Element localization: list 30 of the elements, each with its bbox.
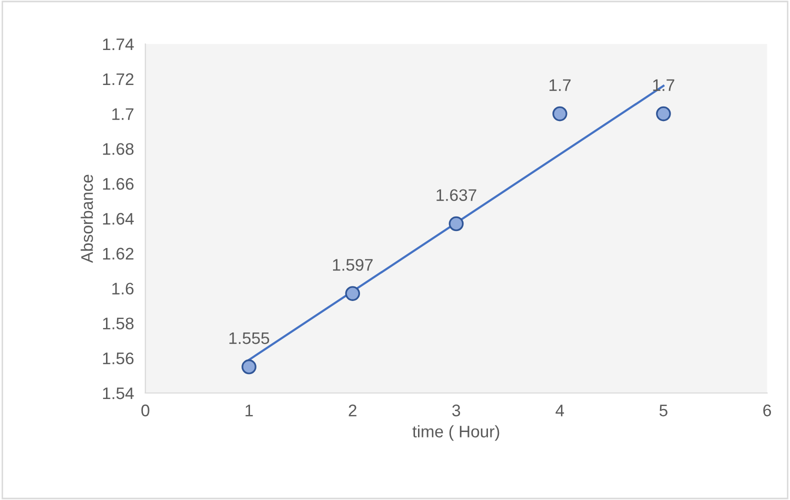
x-tick-label: 6: [763, 404, 771, 416]
y-axis-title: Absorbance: [80, 174, 93, 263]
y-tick-label: 1.62: [103, 248, 134, 260]
x-tick-label: 3: [452, 404, 460, 416]
point: [345, 286, 360, 301]
point: [552, 106, 568, 122]
point: [242, 359, 256, 374]
x-tick-label: 0: [141, 404, 150, 416]
y-tick-label: 1.7: [112, 108, 134, 120]
data-label: 1.555: [229, 332, 270, 344]
point: [448, 216, 464, 232]
data-label: 1.7: [653, 79, 674, 91]
y-tick-label: 1.68: [103, 143, 134, 155]
point: [656, 106, 671, 122]
y-tick-label: 1.74: [103, 38, 134, 50]
y-tick-label: 1.72: [103, 73, 134, 85]
y-tick-label: 1.64: [103, 212, 134, 225]
data-label: 1.637: [436, 189, 476, 201]
y-tick-label: 1.54: [103, 388, 134, 400]
y-tick-label: 1.56: [103, 352, 134, 364]
data-label: 1.7: [550, 79, 571, 91]
y-tick-label: 1.66: [103, 178, 134, 190]
x-tick-label: 5: [660, 404, 668, 416]
y-tick-label: 1.6: [112, 282, 134, 295]
x-axis-title: time ( Hour): [412, 425, 500, 441]
x-tick-label: 2: [348, 404, 356, 416]
data-label: 1.597: [333, 258, 373, 271]
y-tick-label: 1.58: [103, 318, 134, 330]
x-tick-label: 4: [556, 404, 564, 416]
x-tick-label: 1: [246, 404, 253, 416]
